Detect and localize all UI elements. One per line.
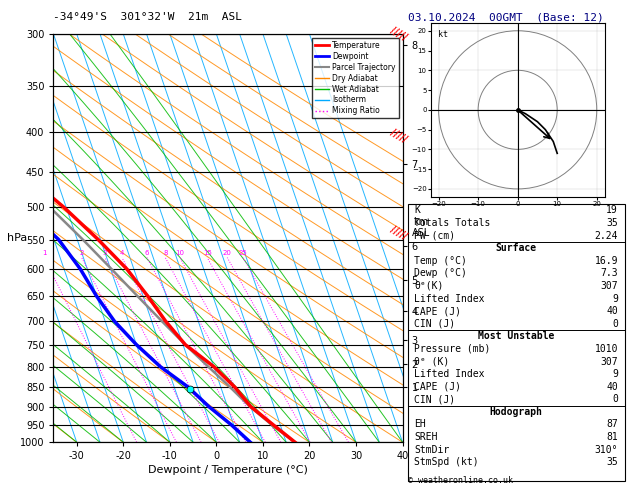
Text: CAPE (J): CAPE (J) — [414, 306, 461, 316]
Text: -34°49'S  301°32'W  21m  ASL: -34°49'S 301°32'W 21m ASL — [53, 12, 242, 22]
Text: Lifted Index: Lifted Index — [414, 369, 484, 379]
Text: θᵉ (K): θᵉ (K) — [414, 357, 449, 366]
Text: PW (cm): PW (cm) — [414, 230, 455, 241]
Text: 9: 9 — [612, 294, 618, 304]
Text: © weatheronline.co.uk: © weatheronline.co.uk — [408, 475, 513, 485]
Text: kt: kt — [438, 30, 448, 39]
Text: 3: 3 — [103, 250, 107, 256]
Text: 4: 4 — [120, 250, 124, 256]
Y-axis label: km
ASL: km ASL — [411, 217, 430, 238]
Text: CIN (J): CIN (J) — [414, 394, 455, 404]
Text: 1010: 1010 — [594, 344, 618, 354]
Text: 1: 1 — [42, 250, 47, 256]
Text: 40: 40 — [606, 306, 618, 316]
Text: StmSpd (kt): StmSpd (kt) — [414, 457, 479, 467]
Text: EH: EH — [414, 419, 426, 430]
Text: Surface: Surface — [496, 243, 537, 253]
Text: 40: 40 — [606, 382, 618, 392]
Text: 35: 35 — [606, 218, 618, 228]
Text: Most Unstable: Most Unstable — [478, 331, 554, 341]
Text: 310°: 310° — [594, 445, 618, 455]
Text: 307: 307 — [601, 281, 618, 291]
Text: Totals Totals: Totals Totals — [414, 218, 491, 228]
Text: Hodograph: Hodograph — [489, 407, 543, 417]
Text: /////: ///// — [388, 25, 408, 43]
Text: 2: 2 — [79, 250, 84, 256]
Text: 7.3: 7.3 — [601, 268, 618, 278]
Y-axis label: hPa: hPa — [7, 233, 27, 243]
Text: CAPE (J): CAPE (J) — [414, 382, 461, 392]
Text: 6: 6 — [145, 250, 149, 256]
Text: K: K — [414, 206, 420, 215]
X-axis label: Dewpoint / Temperature (°C): Dewpoint / Temperature (°C) — [148, 466, 308, 475]
Text: 87: 87 — [606, 419, 618, 430]
Text: Temp (°C): Temp (°C) — [414, 256, 467, 266]
Text: 0: 0 — [612, 394, 618, 404]
Text: 81: 81 — [606, 432, 618, 442]
Text: /////: ///// — [388, 225, 408, 242]
Text: 35: 35 — [606, 457, 618, 467]
Text: θᵉ(K): θᵉ(K) — [414, 281, 443, 291]
Text: /////: ///// — [388, 127, 408, 145]
Text: 2.24: 2.24 — [594, 230, 618, 241]
Text: 0: 0 — [612, 319, 618, 329]
Text: 9: 9 — [612, 369, 618, 379]
Legend: Temperature, Dewpoint, Parcel Trajectory, Dry Adiabat, Wet Adiabat, Isotherm, Mi: Temperature, Dewpoint, Parcel Trajectory… — [313, 38, 399, 119]
Text: 25: 25 — [239, 250, 248, 256]
Text: 8: 8 — [163, 250, 167, 256]
Text: StmDir: StmDir — [414, 445, 449, 455]
Text: 10: 10 — [175, 250, 184, 256]
Text: 15: 15 — [203, 250, 212, 256]
Text: 20: 20 — [223, 250, 231, 256]
Text: 307: 307 — [601, 357, 618, 366]
Text: Lifted Index: Lifted Index — [414, 294, 484, 304]
Text: CIN (J): CIN (J) — [414, 319, 455, 329]
Text: SREH: SREH — [414, 432, 438, 442]
Text: 03.10.2024  00GMT  (Base: 12): 03.10.2024 00GMT (Base: 12) — [408, 12, 603, 22]
Text: 19: 19 — [606, 206, 618, 215]
Text: 16.9: 16.9 — [594, 256, 618, 266]
Text: Dewp (°C): Dewp (°C) — [414, 268, 467, 278]
Text: Pressure (mb): Pressure (mb) — [414, 344, 491, 354]
